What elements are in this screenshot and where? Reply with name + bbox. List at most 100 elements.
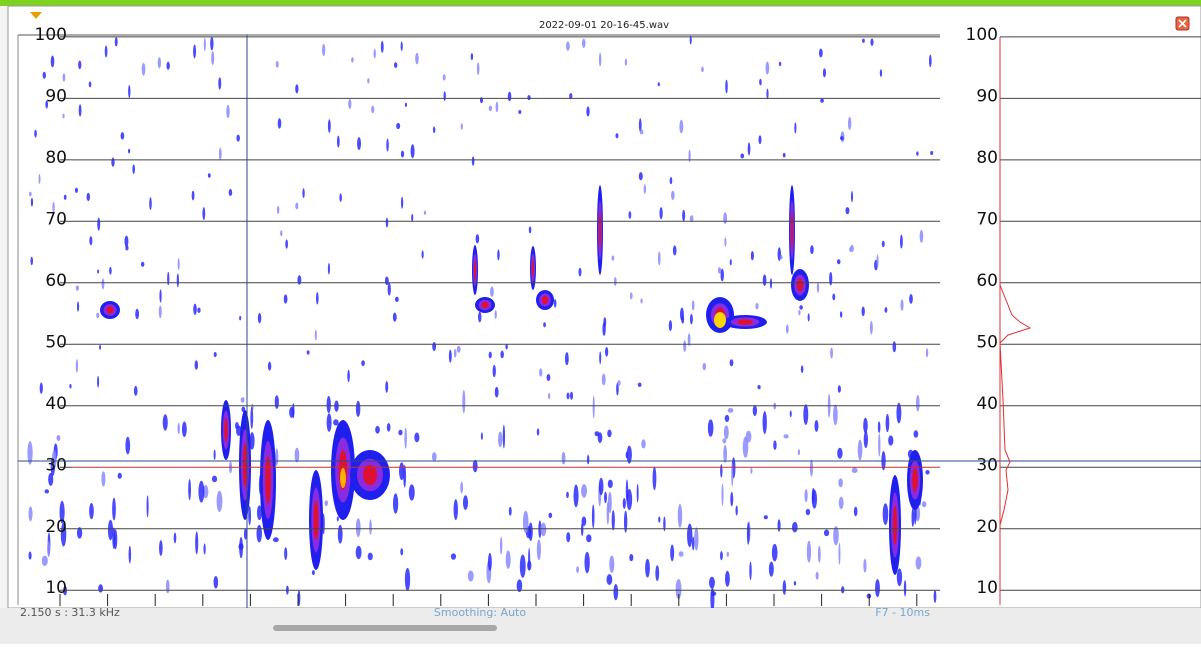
speck — [283, 294, 288, 304]
speck — [181, 421, 187, 437]
call-hot — [313, 500, 319, 540]
speck — [213, 449, 216, 461]
speck — [157, 57, 162, 69]
speck — [213, 352, 217, 358]
speck — [643, 184, 647, 194]
speck — [771, 543, 778, 562]
speck — [805, 508, 811, 516]
speck — [780, 254, 783, 260]
speck — [536, 428, 540, 436]
speck — [415, 52, 419, 65]
speck — [640, 298, 643, 304]
speck — [637, 382, 642, 387]
speck — [581, 38, 586, 49]
speck — [628, 211, 632, 219]
speck — [398, 429, 403, 436]
speck — [442, 74, 446, 81]
speck — [688, 149, 691, 163]
speck — [847, 116, 852, 130]
scrollbar[interactable] — [273, 625, 497, 631]
speck — [755, 302, 759, 310]
speck — [885, 413, 890, 433]
speck — [52, 201, 55, 213]
speck — [611, 510, 615, 531]
speck — [527, 94, 531, 101]
speck — [97, 375, 100, 388]
speck — [322, 43, 326, 57]
speck — [710, 587, 715, 612]
y-tick-label: 40 — [45, 394, 67, 414]
speck — [404, 427, 407, 449]
speck — [453, 499, 458, 521]
speck — [933, 589, 937, 603]
speck — [375, 425, 380, 434]
speck — [875, 579, 880, 597]
speck — [460, 481, 464, 494]
speck — [357, 137, 361, 151]
speck — [717, 267, 722, 274]
y-tick-label: 30 — [45, 455, 67, 475]
speck — [759, 78, 762, 86]
speck — [896, 568, 903, 587]
speck — [849, 247, 852, 252]
speck — [408, 484, 415, 501]
y-tick-label: 60 — [976, 271, 998, 291]
speck — [125, 436, 131, 455]
speck — [581, 516, 587, 527]
speck — [603, 317, 607, 328]
menu-arrow[interactable] — [30, 12, 42, 19]
call-peak — [340, 468, 346, 488]
speck — [327, 263, 331, 275]
speck — [62, 113, 65, 119]
speck — [861, 306, 865, 317]
speck — [63, 194, 67, 200]
speck — [399, 462, 405, 481]
speck — [586, 454, 590, 465]
speck — [896, 402, 902, 424]
speck — [385, 381, 389, 393]
speck — [857, 439, 863, 461]
speck — [536, 539, 542, 561]
y-tick-label: 10 — [45, 578, 67, 598]
speck — [392, 493, 399, 514]
speck — [599, 351, 602, 365]
speck — [472, 459, 478, 473]
speck — [793, 581, 797, 586]
speck — [495, 101, 499, 113]
speck — [604, 491, 607, 504]
speck — [96, 312, 100, 319]
speck — [167, 271, 170, 286]
speck — [324, 500, 328, 507]
speck — [659, 207, 663, 220]
speck — [613, 276, 617, 286]
speck — [820, 98, 824, 103]
speck — [876, 254, 879, 267]
frame-label: F7 - 10ms — [875, 606, 930, 619]
speck — [639, 129, 644, 135]
speck — [355, 518, 361, 538]
speck — [694, 527, 699, 551]
speck — [800, 365, 804, 374]
speck — [44, 489, 50, 494]
speck — [638, 172, 643, 181]
call-hot — [481, 301, 489, 309]
speck — [272, 537, 279, 543]
speck — [565, 352, 569, 366]
speck — [799, 305, 803, 310]
speck — [88, 81, 92, 88]
speck — [758, 135, 762, 145]
speck — [284, 547, 288, 560]
speck — [176, 273, 179, 288]
speck — [850, 190, 854, 203]
speck — [925, 348, 929, 358]
speck — [471, 156, 475, 166]
speck — [518, 109, 522, 115]
speck — [783, 434, 789, 439]
speck — [384, 276, 389, 286]
speck — [306, 350, 310, 355]
speck — [721, 483, 724, 506]
speck — [367, 78, 370, 84]
speck — [59, 500, 65, 524]
speck — [877, 421, 881, 433]
speck — [450, 553, 457, 560]
